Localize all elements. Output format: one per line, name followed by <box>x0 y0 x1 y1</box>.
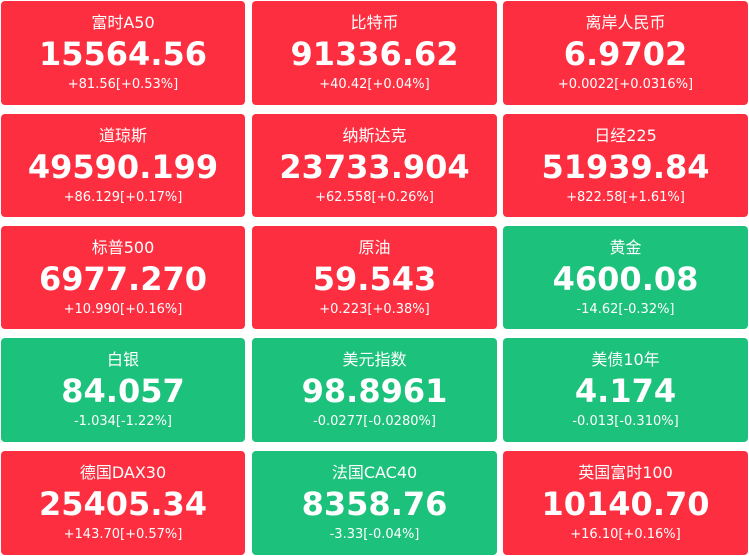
index-change: +40.42[+0.04%] <box>319 77 430 92</box>
index-name: 美元指数 <box>342 350 407 369</box>
index-tile-dow-jones[interactable]: 道琼斯 49590.199 +86.129[+0.17%] <box>1 114 245 217</box>
index-change: -1.034[-1.22%] <box>73 414 173 429</box>
index-change: +10.990[+0.16%] <box>63 302 183 317</box>
index-change: +62.558[+0.26%] <box>315 190 434 205</box>
index-name: 英国富时100 <box>578 463 673 482</box>
index-name: 道琼斯 <box>98 126 147 145</box>
index-tile-crude-oil[interactable]: 原油 59.543 +0.223[+0.38%] <box>252 226 497 329</box>
index-price: 10140.70 <box>541 485 710 523</box>
index-change: +143.70[+0.57%] <box>63 527 183 542</box>
index-name: 法国CAC40 <box>331 463 418 482</box>
index-price: 23733.904 <box>279 148 470 186</box>
index-tile-ftse-100[interactable]: 英国富时100 10140.70 +16.10[+0.16%] <box>503 451 748 555</box>
index-tile-offshore-rmb[interactable]: 离岸人民币 6.9702 +0.0022[+0.0316%] <box>503 1 748 105</box>
index-change: -3.33[-0.04%] <box>329 527 420 542</box>
index-tile-sp500[interactable]: 标普500 6977.270 +10.990[+0.16%] <box>1 226 245 329</box>
index-name: 比特币 <box>350 13 399 32</box>
index-price: 4.174 <box>574 372 677 410</box>
index-price: 25405.34 <box>38 485 207 523</box>
index-price: 6.9702 <box>563 35 688 73</box>
index-price: 84.057 <box>61 372 185 410</box>
index-name: 美债10年 <box>591 350 660 369</box>
index-tile-ftse-a50[interactable]: 富时A50 15564.56 +81.56[+0.53%] <box>1 1 245 105</box>
index-change: +86.129[+0.17%] <box>63 190 183 205</box>
index-price: 6977.270 <box>38 260 207 298</box>
index-price: 49590.199 <box>27 148 219 186</box>
index-tile-gold[interactable]: 黄金 4600.08 -14.62[-0.32%] <box>503 226 748 329</box>
index-change: +81.56[+0.53%] <box>67 77 179 92</box>
index-change: +16.10[+0.16%] <box>570 527 681 542</box>
index-price: 59.543 <box>312 260 437 298</box>
index-tile-nasdaq[interactable]: 纳斯达克 23733.904 +62.558[+0.26%] <box>252 114 497 217</box>
index-name: 德国DAX30 <box>79 463 167 482</box>
index-change: -0.0277[-0.0280%] <box>313 414 436 429</box>
index-name: 标普500 <box>91 238 155 257</box>
index-change: -0.013[-0.310%] <box>572 414 679 429</box>
index-name: 富时A50 <box>91 13 155 32</box>
index-name: 黄金 <box>609 238 642 257</box>
index-change: +822.58[+1.61%] <box>566 190 685 205</box>
index-tile-dax30[interactable]: 德国DAX30 25405.34 +143.70[+0.57%] <box>1 451 245 555</box>
index-price: 15564.56 <box>38 35 207 73</box>
index-change: -14.62[-0.32%] <box>576 302 675 317</box>
index-price: 4600.08 <box>552 260 699 298</box>
index-tile-nikkei-225[interactable]: 日经225 51939.84 +822.58[+1.61%] <box>503 114 748 217</box>
index-price: 98.8961 <box>301 372 448 410</box>
index-price: 51939.84 <box>541 148 710 186</box>
index-name: 纳斯达克 <box>342 126 407 145</box>
index-tile-silver[interactable]: 白银 84.057 -1.034[-1.22%] <box>1 338 245 442</box>
index-tile-us-10y-treasury[interactable]: 美债10年 4.174 -0.013[-0.310%] <box>503 338 748 442</box>
index-price: 91336.62 <box>290 35 459 73</box>
index-name: 离岸人民币 <box>585 13 666 32</box>
index-name: 日经225 <box>594 126 657 145</box>
index-change: +0.223[+0.38%] <box>319 302 430 317</box>
index-name: 原油 <box>358 238 391 257</box>
index-tile-bitcoin[interactable]: 比特币 91336.62 +40.42[+0.04%] <box>252 1 497 105</box>
index-tile-cac40[interactable]: 法国CAC40 8358.76 -3.33[-0.04%] <box>252 451 497 555</box>
index-change: +0.0022[+0.0316%] <box>557 77 694 92</box>
index-tile-dollar-index[interactable]: 美元指数 98.8961 -0.0277[-0.0280%] <box>252 338 497 442</box>
index-price: 8358.76 <box>301 485 448 523</box>
index-name: 白银 <box>106 350 139 369</box>
